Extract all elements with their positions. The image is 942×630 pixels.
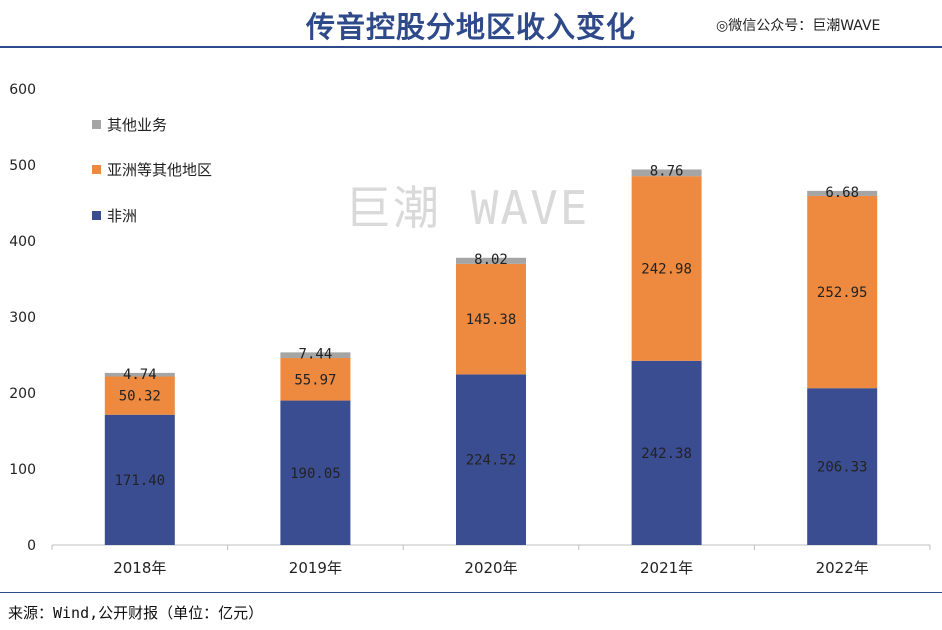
- data-label: 224.52: [466, 453, 517, 469]
- y-tick-label: 400: [9, 234, 36, 250]
- x-tick-label: 2019年: [289, 559, 342, 577]
- data-label: 252.95: [817, 285, 868, 301]
- bar-segment: [104, 372, 175, 377]
- bar-segment: [456, 374, 526, 545]
- x-tick-label: 2022年: [816, 559, 869, 577]
- x-tick-label: 2018年: [113, 559, 166, 577]
- legend-swatch-asia: [92, 164, 101, 174]
- bar-segment: [631, 169, 702, 177]
- data-label: 55.97: [294, 372, 336, 388]
- y-tick-label: 300: [9, 310, 36, 326]
- bar-segment: [280, 358, 351, 401]
- legend-item-other: 其他业务: [92, 114, 167, 134]
- source-note: 来源：Wind,公开财报（单位：亿元）: [8, 604, 264, 622]
- legend-label-asia: 亚洲等其他地区: [107, 160, 213, 179]
- data-label: 4.74: [123, 367, 157, 383]
- bar-segment: [631, 360, 702, 545]
- data-label: 7.44: [299, 346, 333, 362]
- data-label: 242.98: [641, 261, 692, 277]
- bar-segment: [807, 190, 878, 196]
- bar-segment: [807, 195, 878, 389]
- legend-item-asia: 亚洲等其他地区: [92, 159, 212, 179]
- bar-segment: [280, 400, 351, 545]
- data-label: 8.02: [474, 252, 508, 268]
- bar-segment: [456, 257, 526, 264]
- header-rule: [0, 46, 942, 48]
- data-label: 242.38: [641, 446, 692, 462]
- y-tick-label: 600: [9, 82, 36, 98]
- bar-segment: [456, 263, 526, 375]
- stacked-bar-chart: 0 100 200 300 400 500 600 171.40 50.32 4.74 2018年 1…: [9, 82, 931, 577]
- legend-swatch-other: [92, 119, 101, 129]
- data-label: 6.68: [825, 185, 859, 201]
- y-tick-label: 100: [9, 462, 36, 478]
- bar-segment: [104, 376, 175, 415]
- y-tick-label: 200: [9, 386, 36, 402]
- data-label: 206.33: [817, 460, 868, 476]
- bar-segment: [280, 352, 351, 359]
- data-label: 171.40: [115, 473, 166, 489]
- x-tick-label: 2021年: [640, 559, 693, 577]
- chart-title: 传音控股分地区收入变化: [305, 10, 636, 44]
- data-label: 145.38: [466, 312, 517, 328]
- x-tick-label: 2020年: [464, 559, 517, 577]
- legend-item-africa: 非洲: [92, 205, 137, 225]
- data-label: 190.05: [290, 466, 341, 482]
- legend-label-other: 其他业务: [107, 115, 168, 134]
- bar-segment: [104, 414, 175, 545]
- legend-swatch-africa: [92, 210, 101, 220]
- bar-segment: [631, 176, 702, 361]
- legend-label-africa: 非洲: [107, 206, 138, 225]
- y-tick-label: 0: [27, 538, 36, 554]
- wechat-account-label: ◎微信公众号：巨潮WAVE: [716, 18, 881, 34]
- data-label: 50.32: [119, 389, 161, 405]
- footer-rule: [0, 592, 942, 593]
- data-label: 8.76: [650, 163, 684, 179]
- y-tick-label: 500: [9, 158, 36, 174]
- bar-segment: [807, 388, 878, 545]
